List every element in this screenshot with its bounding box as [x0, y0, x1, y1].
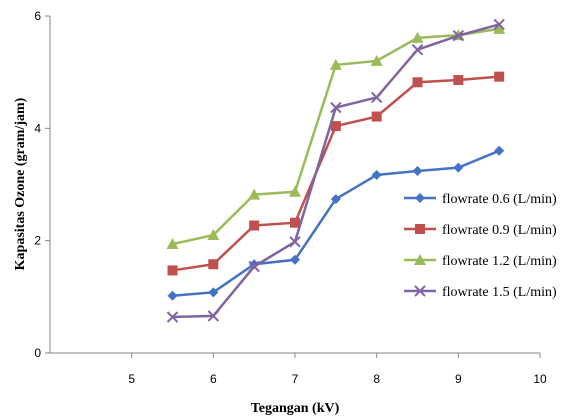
series-2	[167, 71, 505, 276]
data-point	[414, 254, 426, 265]
data-point	[493, 18, 505, 31]
data-point	[248, 188, 261, 200]
series-layer	[166, 18, 506, 323]
x-tick-label: 5	[128, 372, 135, 386]
data-point	[330, 194, 341, 205]
data-point	[494, 71, 505, 82]
data-point	[248, 260, 260, 273]
data-point	[208, 287, 219, 298]
data-point	[453, 162, 464, 173]
x-axis-title: Tegangan (kV)	[251, 401, 340, 416]
data-point	[167, 290, 178, 301]
data-point	[166, 311, 179, 323]
legend-item: flowrate 1.5 (L/min)	[404, 285, 557, 300]
series-1	[167, 145, 505, 301]
legend-item: flowrate 0.6 (L/min)	[404, 192, 557, 207]
legend-label: flowrate 1.5 (L/min)	[442, 285, 557, 300]
data-point	[412, 166, 423, 177]
data-point	[493, 22, 506, 34]
data-point	[371, 169, 382, 180]
y-tick-label: 0	[34, 346, 41, 360]
x-tick-label: 8	[373, 372, 380, 386]
data-point	[290, 217, 300, 228]
data-point	[371, 111, 382, 122]
x-tick-label: 6	[210, 372, 217, 386]
data-point	[329, 58, 342, 70]
series-4	[166, 18, 505, 323]
data-point	[415, 193, 425, 203]
data-point	[494, 145, 505, 156]
data-point	[330, 101, 342, 114]
series-line	[172, 75, 500, 272]
data-point	[249, 220, 260, 231]
data-point	[411, 43, 424, 56]
axes: 0 2 4 6 5 6 7 8 9 10	[34, 9, 547, 386]
data-point	[370, 54, 383, 66]
data-point	[414, 285, 426, 297]
legend-item: flowrate 1.2 (L/min)	[404, 254, 557, 269]
x-tick-label: 9	[455, 372, 462, 386]
data-point	[412, 77, 423, 88]
data-point	[207, 310, 220, 322]
y-tick-label: 4	[34, 121, 41, 135]
x-tick-label: 7	[292, 372, 299, 386]
data-point	[453, 75, 464, 86]
data-point	[290, 254, 300, 265]
data-point	[289, 185, 301, 197]
data-point	[452, 29, 465, 42]
y-tick-label: 6	[34, 9, 41, 23]
legend-label: flowrate 0.6 (L/min)	[442, 192, 557, 207]
data-point	[167, 265, 178, 276]
legend-item: flowrate 0.9 (L/min)	[404, 223, 557, 238]
x-tick-label: 10	[533, 372, 547, 386]
data-point	[411, 31, 424, 43]
series-3	[166, 22, 506, 250]
legend-label: flowrate 1.2 (L/min)	[442, 254, 557, 269]
legend-label: flowrate 0.9 (L/min)	[442, 223, 557, 238]
data-point	[289, 236, 301, 248]
data-point	[415, 224, 425, 234]
data-point	[207, 229, 220, 241]
data-point	[249, 259, 260, 270]
data-point	[166, 238, 179, 250]
data-point	[330, 121, 341, 132]
y-axis-title: Kapasitas Ozone (gram/jam)	[13, 97, 28, 270]
data-point	[370, 91, 383, 104]
data-point	[208, 259, 219, 270]
legend: flowrate 0.6 (L/min) flowrate 0.9 (L/min)…	[404, 192, 557, 300]
y-tick-label: 2	[34, 234, 41, 248]
